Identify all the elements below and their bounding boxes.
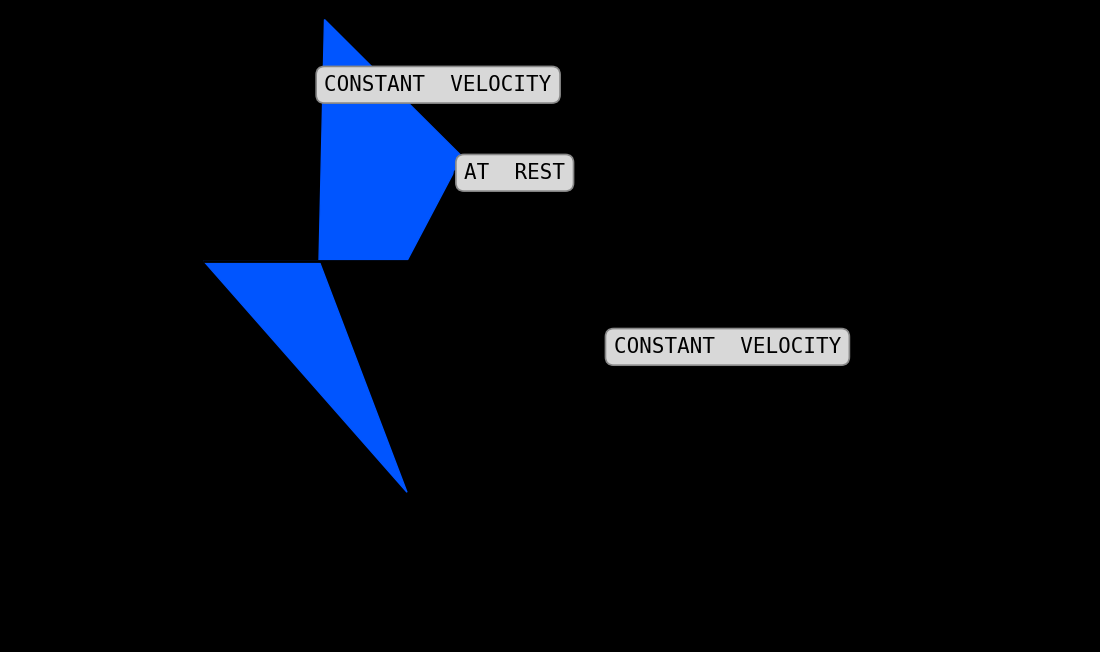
Polygon shape bbox=[204, 261, 407, 492]
Text: CONSTANT  VELOCITY: CONSTANT VELOCITY bbox=[324, 75, 552, 95]
Text: v: v bbox=[388, 261, 395, 274]
Polygon shape bbox=[319, 20, 462, 261]
Text: o: o bbox=[602, 342, 608, 352]
Text: o: o bbox=[312, 80, 319, 90]
Text: AT  REST: AT REST bbox=[464, 163, 565, 183]
Text: CONSTANT  VELOCITY: CONSTANT VELOCITY bbox=[614, 337, 842, 357]
Text: 5: 5 bbox=[424, 380, 433, 396]
Text: o: o bbox=[452, 168, 459, 178]
